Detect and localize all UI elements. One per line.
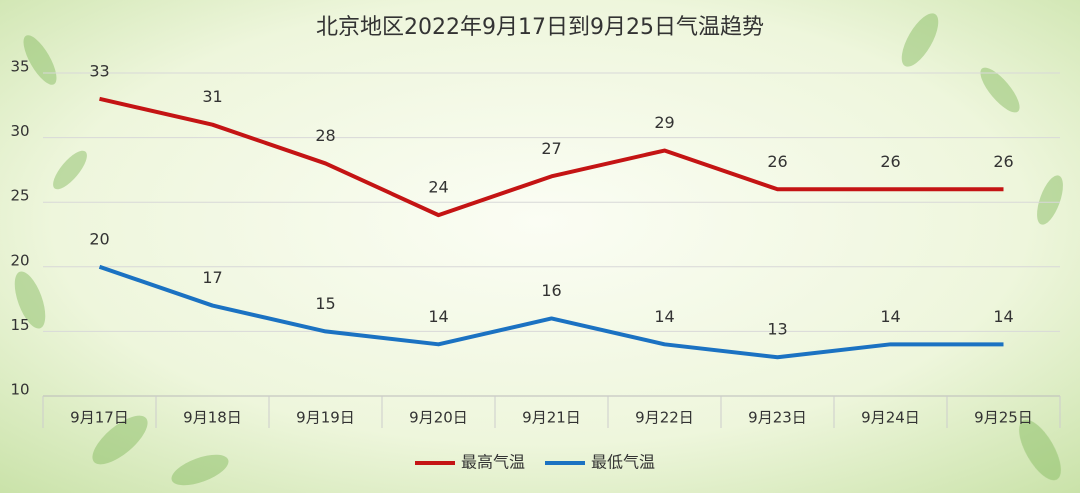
y-tick-label: 30 xyxy=(10,122,29,140)
x-tick-label: 9月18日 xyxy=(183,409,242,427)
x-tick-label: 9月21日 xyxy=(522,409,581,427)
data-label: 14 xyxy=(880,307,900,326)
y-tick-label: 10 xyxy=(10,381,29,399)
series-line xyxy=(98,264,1004,360)
leaf-decoration xyxy=(14,13,1063,486)
y-tick-label: 35 xyxy=(10,58,29,76)
x-tick-label: 9月22日 xyxy=(635,409,694,427)
data-label: 20 xyxy=(89,229,109,248)
x-tick-label: 9月19日 xyxy=(296,409,355,427)
y-tick-label: 20 xyxy=(10,251,29,269)
data-label: 27 xyxy=(541,139,561,158)
x-tick-label: 9月24日 xyxy=(861,409,920,427)
data-label: 14 xyxy=(993,307,1013,326)
data-label: 28 xyxy=(315,126,335,145)
legend-label: 最低气温 xyxy=(591,453,655,472)
data-label: 26 xyxy=(880,152,900,171)
y-tick-label: 15 xyxy=(10,316,29,334)
data-label: 15 xyxy=(315,294,335,313)
data-label: 13 xyxy=(767,320,787,339)
y-tick-label: 25 xyxy=(10,187,29,205)
data-label: 33 xyxy=(89,61,109,80)
x-tick-label: 9月20日 xyxy=(409,409,468,427)
data-label: 29 xyxy=(654,113,674,132)
data-label: 31 xyxy=(202,87,222,106)
data-label: 14 xyxy=(428,307,448,326)
x-tick-label: 9月23日 xyxy=(748,409,807,427)
series-line xyxy=(99,96,1004,218)
data-label: 26 xyxy=(767,152,787,171)
data-label: 24 xyxy=(428,178,448,197)
data-label: 17 xyxy=(202,268,222,287)
x-tick-label: 9月25日 xyxy=(974,409,1033,427)
chart-title: 北京地区2022年9月17日到9月25日气温趋势 xyxy=(316,15,764,40)
data-label: 14 xyxy=(654,307,674,326)
x-tick-label: 9月17日 xyxy=(70,409,129,427)
legend-label: 最高气温 xyxy=(461,453,525,472)
data-label: 16 xyxy=(541,281,561,300)
data-label: 26 xyxy=(993,152,1013,171)
